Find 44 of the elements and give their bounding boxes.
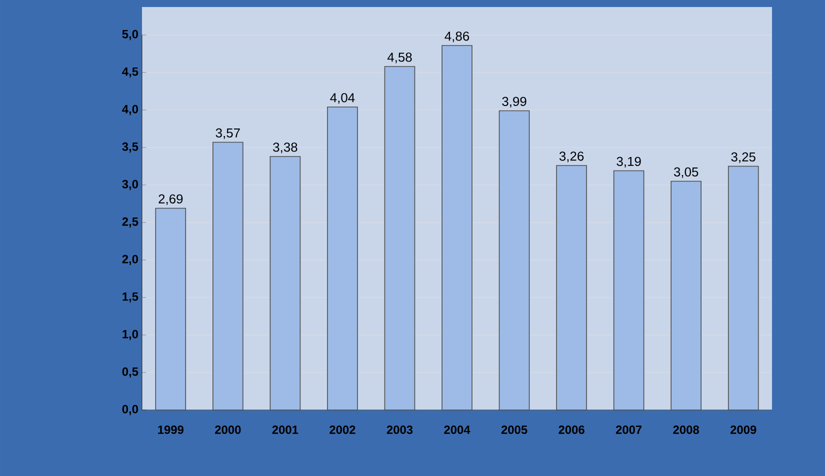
bar [728,166,759,410]
data-label: 2,69 [158,194,183,206]
y-tick-label: 4,0 [122,104,138,116]
y-tick-label: 1,0 [122,330,138,340]
y-tick-label: 3,0 [122,180,138,190]
data-label: 3,19 [616,156,641,168]
bar [498,110,530,410]
y-tick-label: 0,0 [122,404,138,416]
data-label: 3,05 [674,167,698,178]
bar [556,165,587,410]
y-tick-label: 2,0 [122,254,138,266]
x-tick-label: 2006 [558,426,584,434]
y-tick-label: 1,5 [122,292,138,303]
x-tick-label: 2001 [272,426,298,434]
x-tick-label: 2004 [444,426,470,434]
y-tick-label: 3,5 [122,142,138,153]
data-label: 3,99 [502,96,526,108]
y-tick-label: 0,5 [122,367,138,378]
bar [384,66,416,410]
data-label: 4,58 [387,52,412,64]
y-tick-label: 5,0 [122,30,138,40]
data-label: 3,26 [559,152,584,162]
x-tick-label: 2007 [616,426,642,434]
bar [327,106,358,410]
data-label: 3,57 [216,128,240,140]
bar [442,45,472,410]
x-tick-label: 2002 [330,426,356,434]
x-tick-label: 2009 [730,426,756,434]
data-label: 3,25 [731,152,756,164]
y-tick-label: 4,5 [122,67,138,78]
x-tick-label: 2000 [215,426,241,434]
x-tick-label: 2005 [501,426,528,434]
x-tick-label: 2003 [386,426,413,434]
bar [613,170,644,410]
data-label: 3,38 [273,142,298,154]
y-tick-label: 2,5 [122,217,138,228]
bar [212,142,244,410]
data-label: 4,86 [444,32,470,42]
x-tick-label: 1999 [158,426,184,434]
bar [155,208,186,410]
bar [270,156,301,410]
bar [670,180,702,410]
x-tick-label: 2008 [673,426,700,434]
data-label: 4,04 [330,93,355,104]
